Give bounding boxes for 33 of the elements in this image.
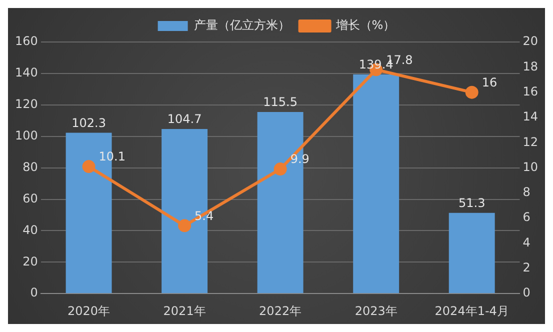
y-tick-label: 120 <box>15 97 38 112</box>
data-label: 115.5 <box>263 95 298 110</box>
data-label: 16 <box>482 75 498 90</box>
data-label: 51.3 <box>458 196 486 210</box>
y2-tick-label: 16 <box>522 84 538 98</box>
y-tick-label: 100 <box>15 128 38 142</box>
y-tick-label: 20 <box>22 254 38 268</box>
y2-tick-label: 14 <box>522 110 538 124</box>
legend-label: 增长（%） <box>334 18 396 32</box>
x-tick-label: 2024年1-4月 <box>434 304 509 318</box>
y-tick-label: 140 <box>15 66 38 80</box>
y2-tick-label: 18 <box>522 59 538 74</box>
y-tick-label: 80 <box>22 160 38 174</box>
y-tick-label: 0 <box>30 286 38 300</box>
x-tick-label: 2023年 <box>354 304 398 318</box>
y2-tick-label: 0 <box>522 286 530 300</box>
y2-tick-label: 8 <box>522 185 530 200</box>
y-tick-label: 60 <box>22 191 38 206</box>
y2-tick-label: 4 <box>522 235 530 250</box>
y2-tick-label: 2 <box>522 260 530 275</box>
y2-tick-label: 20 <box>522 34 538 48</box>
x-tick-label: 2021年 <box>163 304 206 318</box>
x-tick-label: 2022年 <box>259 304 302 318</box>
legend-label: 产量（亿立方米） <box>194 18 290 32</box>
y-tick-label: 40 <box>22 222 38 237</box>
y-tick-label: 160 <box>15 34 38 48</box>
data-label: 104.7 <box>167 112 202 126</box>
y2-tick-label: 10 <box>522 160 538 174</box>
data-label: 5.4 <box>194 208 214 223</box>
data-label: 102.3 <box>72 116 106 130</box>
y2-tick-label: 12 <box>522 134 538 149</box>
y2-tick-label: 6 <box>522 210 530 224</box>
x-tick-label: 2020年 <box>68 304 110 318</box>
